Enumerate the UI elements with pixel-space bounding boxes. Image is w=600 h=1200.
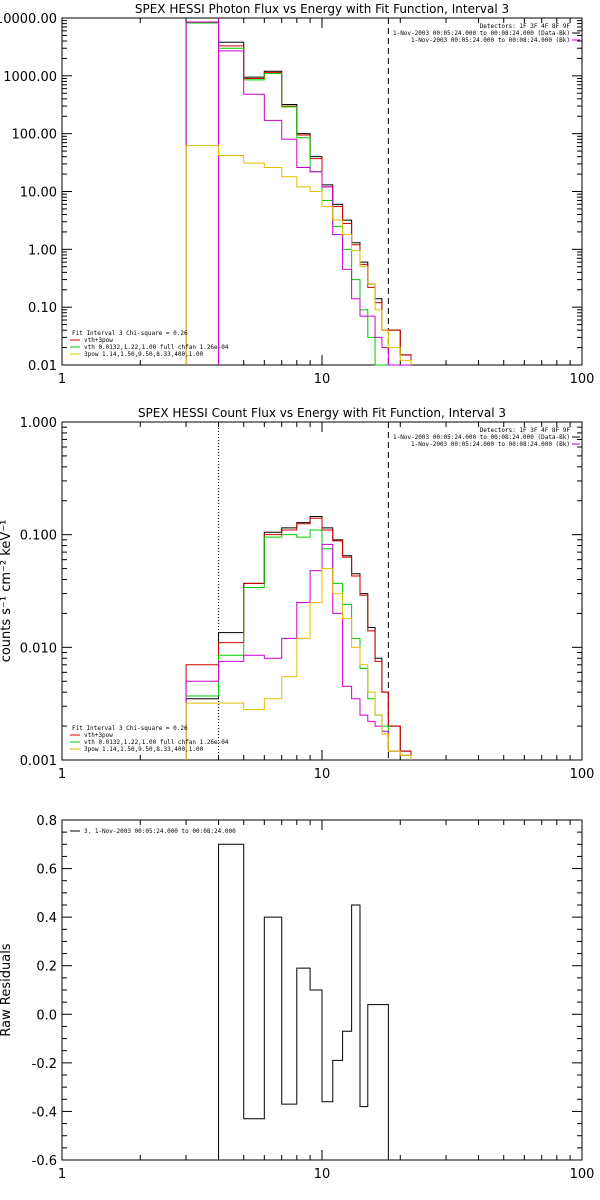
y-tick-label: 0.6 [36, 863, 57, 878]
info-text: 1-Nov-2003 00:05:24.000 to 00:08:24.000 … [393, 434, 570, 441]
x-tick-label: 1 [58, 1167, 66, 1182]
legend-text: 3. 1-Nov-2003 00:05:24.000 to 00:08:24.0… [84, 828, 236, 835]
y-tick-label: -0.6 [32, 1154, 57, 1169]
y-tick-label: 1000.00 [3, 70, 57, 85]
x-tick-label: 10 [314, 372, 331, 387]
chart-panel-1: SPEX HESSI Photon Flux vs Energy with Fi… [0, 2, 594, 387]
legend-text: vth 0.0132,1.22,1.00 full chfan 1.26e-04 [84, 739, 229, 746]
series-histogram-2 [185, 21, 412, 365]
series-histogram-4 [185, 21, 412, 366]
y-tick-label: 0.2 [36, 960, 57, 975]
y-axis-label: Raw Residuals [0, 943, 14, 1036]
chart-panel-2: SPEX HESSI Count Flux vs Energy with Fit… [0, 406, 594, 782]
y-tick-label: 1.00 [28, 243, 57, 258]
x-tick-label: 100 [570, 767, 595, 782]
chart-title: SPEX HESSI Count Flux vs Energy with Fit… [138, 406, 506, 420]
series-histogram-1 [218, 843, 389, 1160]
legend-text: vth 0.0132,1.22,1.00 full chfan 1.26e-04 [84, 344, 229, 351]
legend-text: Fit Interval 3 Chi-square = 0.26 [72, 330, 188, 337]
y-tick-label: 0.100 [20, 529, 57, 544]
info-text: 1-Nov-2003 00:05:24.000 to 00:08:24.000 … [393, 30, 570, 37]
series-histogram-4 [185, 543, 412, 760]
x-tick-label: 1 [58, 372, 66, 387]
series-histogram-5 [185, 568, 412, 760]
chart-panel-3: Raw Residuals 1 10 100 -0.6 -0.4 -0.2 0.0 0.2 0.4… [0, 814, 594, 1182]
x-tick-label: 100 [570, 1167, 595, 1182]
info-text: Detectors: 1F 3F 4F 8F 9F [480, 427, 571, 434]
y-tick-label: 1.000 [20, 416, 57, 431]
y-tick-label: 10.00 [20, 186, 57, 201]
series-histogram-3 [185, 529, 412, 760]
y-tick-label: 0.0 [36, 1008, 57, 1023]
x-tick-label: 10 [314, 767, 331, 782]
y-axis-label: counts s⁻¹ cm⁻² keV⁻¹ [0, 520, 14, 663]
chart-title: SPEX HESSI Photon Flux vs Energy with Fi… [135, 2, 509, 16]
series-histogram-1 [185, 21, 412, 365]
y-tick-label: 100.00 [12, 128, 58, 143]
y-tick-label: 0.010 [20, 641, 57, 656]
series-histogram-2 [185, 517, 412, 760]
legend-text: 3pow 1.14,1.50,9.50,8.33,400,1.00 [84, 351, 204, 358]
y-tick-label: 0.01 [28, 359, 57, 374]
info-text: 1-Nov-2003 00:05:24.000 to 00:08:24.000 … [411, 37, 570, 44]
y-tick-label: 0.8 [36, 814, 57, 829]
legend-text: Fit Interval 3 Chi-square = 0.26 [72, 725, 188, 732]
y-tick-label: -0.2 [32, 1057, 57, 1072]
y-tick-label: -0.4 [32, 1105, 57, 1120]
legend-text: vth+3pow [84, 732, 113, 739]
x-tick-label: 10 [314, 1167, 331, 1182]
x-tick-label: 1 [58, 767, 66, 782]
info-text: Detectors: 1F 3F 4F 8F 9F [480, 23, 571, 30]
x-tick-label: 100 [570, 372, 595, 387]
y-tick-label: 10000.00 [0, 12, 57, 27]
series-histogram-5 [185, 145, 412, 365]
y-tick-label: 0.10 [28, 301, 57, 316]
y-tick-label: 0.001 [20, 754, 57, 769]
y-tick-label: 0.4 [36, 911, 57, 926]
legend-text: vth+3pow [84, 337, 113, 344]
info-text: 1-Nov-2003 00:05:24.000 to 00:08:24.000 … [411, 441, 570, 448]
legend-text: 3pow 1.14,1.50,9.50,8.33,400,1.00 [84, 746, 204, 753]
series-histogram-3 [185, 22, 412, 366]
